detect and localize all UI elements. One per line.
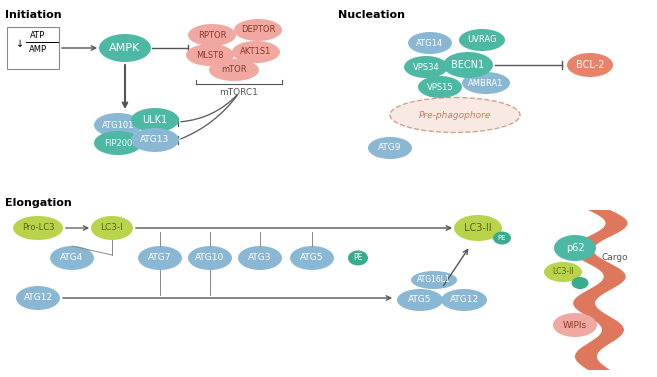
Text: Pre-phagophore: Pre-phagophore xyxy=(419,110,491,120)
Text: ATG9: ATG9 xyxy=(378,144,401,153)
Text: WIPIs: WIPIs xyxy=(563,320,587,329)
Text: ATG10: ATG10 xyxy=(195,253,225,262)
Ellipse shape xyxy=(411,271,457,289)
Ellipse shape xyxy=(553,313,597,337)
Ellipse shape xyxy=(131,128,179,152)
Text: ATG5: ATG5 xyxy=(300,253,324,262)
Ellipse shape xyxy=(188,246,232,270)
Text: BCL-2: BCL-2 xyxy=(576,60,604,70)
Text: BECN1: BECN1 xyxy=(451,60,485,70)
Text: ATG14: ATG14 xyxy=(417,38,443,48)
Ellipse shape xyxy=(16,286,60,310)
Text: AMBRA1: AMBRA1 xyxy=(468,78,504,87)
Text: Pro-LC3: Pro-LC3 xyxy=(22,224,55,233)
Text: LC3-II: LC3-II xyxy=(552,268,574,276)
Ellipse shape xyxy=(368,137,412,159)
Ellipse shape xyxy=(13,216,63,240)
Text: VPS34: VPS34 xyxy=(413,63,440,72)
Ellipse shape xyxy=(232,41,280,63)
FancyBboxPatch shape xyxy=(7,27,59,69)
Text: mTOR: mTOR xyxy=(221,66,247,75)
Ellipse shape xyxy=(50,246,94,270)
Text: mTORC1: mTORC1 xyxy=(219,88,258,97)
Text: ULK1: ULK1 xyxy=(143,115,168,125)
Text: UVRAG: UVRAG xyxy=(467,35,497,44)
Ellipse shape xyxy=(99,34,151,62)
Text: ATG16L1: ATG16L1 xyxy=(417,276,451,285)
Text: ATG4: ATG4 xyxy=(60,253,83,262)
Ellipse shape xyxy=(209,59,259,81)
Text: Initiation: Initiation xyxy=(5,10,62,20)
Ellipse shape xyxy=(397,289,443,311)
Ellipse shape xyxy=(459,29,505,51)
Text: PE: PE xyxy=(498,235,507,241)
Text: PE: PE xyxy=(353,253,363,262)
Ellipse shape xyxy=(454,215,502,241)
Text: p62: p62 xyxy=(566,243,584,253)
Text: ATG12: ATG12 xyxy=(449,296,478,305)
Ellipse shape xyxy=(443,52,493,78)
Text: ATG3: ATG3 xyxy=(248,253,272,262)
Ellipse shape xyxy=(94,131,142,155)
Text: ATP: ATP xyxy=(30,32,45,40)
Ellipse shape xyxy=(544,262,582,282)
Text: FIP200: FIP200 xyxy=(104,138,132,147)
Text: DEPTOR: DEPTOR xyxy=(241,26,275,35)
Text: Cargo: Cargo xyxy=(602,253,628,262)
Ellipse shape xyxy=(94,113,142,137)
Ellipse shape xyxy=(404,56,448,78)
Ellipse shape xyxy=(186,44,234,66)
Ellipse shape xyxy=(290,246,334,270)
Text: LC3-I: LC3-I xyxy=(101,224,124,233)
Text: LC3-II: LC3-II xyxy=(464,223,492,233)
Text: AKT1S1: AKT1S1 xyxy=(240,48,272,57)
Text: MLST8: MLST8 xyxy=(196,51,224,60)
Ellipse shape xyxy=(441,289,487,311)
Text: AMPK: AMPK xyxy=(109,43,141,53)
Ellipse shape xyxy=(572,277,589,289)
Text: RPTOR: RPTOR xyxy=(198,31,226,40)
Text: AMP: AMP xyxy=(29,46,47,55)
Ellipse shape xyxy=(418,76,462,98)
Text: ↓: ↓ xyxy=(16,39,24,49)
Ellipse shape xyxy=(348,250,368,265)
Ellipse shape xyxy=(238,246,282,270)
Text: Elongation: Elongation xyxy=(5,198,72,208)
Ellipse shape xyxy=(462,72,510,94)
Polygon shape xyxy=(572,210,627,370)
Text: VPS15: VPS15 xyxy=(426,83,453,92)
Ellipse shape xyxy=(131,108,179,132)
Ellipse shape xyxy=(91,216,133,240)
Text: ATG12: ATG12 xyxy=(24,294,53,302)
Text: ATG5: ATG5 xyxy=(408,296,432,305)
Ellipse shape xyxy=(138,246,182,270)
Text: ATG101: ATG101 xyxy=(102,121,134,130)
Text: ATG7: ATG7 xyxy=(148,253,171,262)
Ellipse shape xyxy=(408,32,452,54)
Text: Nucleation: Nucleation xyxy=(338,10,405,20)
Ellipse shape xyxy=(188,24,236,46)
Text: PE: PE xyxy=(576,280,584,285)
Text: ATG13: ATG13 xyxy=(141,135,170,144)
Ellipse shape xyxy=(234,19,282,41)
Ellipse shape xyxy=(567,53,613,77)
Ellipse shape xyxy=(493,231,511,245)
Ellipse shape xyxy=(554,235,596,261)
Ellipse shape xyxy=(390,98,520,132)
